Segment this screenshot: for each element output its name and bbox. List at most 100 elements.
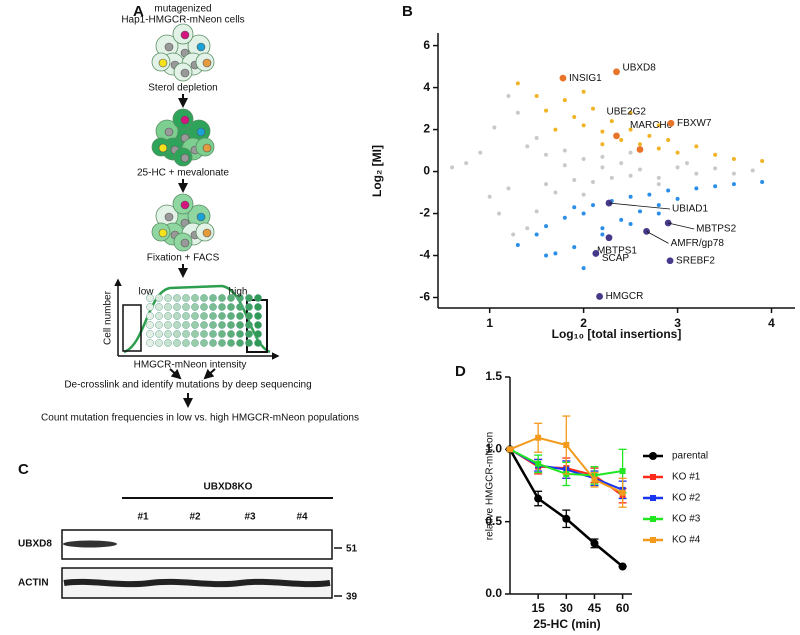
point (535, 460, 542, 467)
cell-dot (200, 339, 208, 347)
cell-dot (173, 339, 181, 347)
cell-dot (146, 330, 154, 338)
point (544, 182, 549, 187)
blot-band (63, 540, 117, 548)
cell-dot (209, 330, 217, 338)
cell-dot (236, 321, 244, 329)
gene-label: SREBF2 (676, 255, 715, 266)
cell-dot (155, 339, 163, 347)
row-label: UBXD8 (18, 539, 52, 550)
point (544, 253, 549, 258)
cell-dot (245, 339, 253, 347)
highlight-point (592, 250, 600, 257)
cell-dot (200, 303, 208, 311)
point (572, 177, 577, 182)
gene-label: MARCH6 (630, 120, 673, 131)
nucleus (164, 127, 174, 137)
flow-step: Count mutation frequencies in low vs. hi… (41, 413, 359, 424)
flow-title: mutagenized (154, 4, 211, 15)
cell-dot (236, 330, 244, 338)
point (515, 110, 520, 115)
point (694, 186, 699, 191)
point (684, 161, 689, 166)
gate-label: low (138, 287, 154, 298)
point (600, 165, 605, 170)
point (553, 251, 558, 256)
point (656, 211, 661, 216)
row-label: ACTIN (18, 578, 49, 589)
point (628, 222, 633, 227)
cell-dot (182, 294, 190, 302)
point (535, 434, 542, 441)
gene-label: HMGCR (606, 291, 644, 302)
lane-label: #1 (137, 512, 149, 523)
point (600, 129, 605, 134)
nucleus (158, 228, 168, 238)
highlight-point (596, 293, 603, 300)
panel-letter: A (133, 3, 144, 20)
cell-dot (173, 312, 181, 320)
x-tick-label: 2 (580, 316, 587, 330)
cell-dot (191, 294, 199, 302)
gene-label: FBXW7 (677, 118, 712, 129)
cell-dot (227, 312, 235, 320)
point (628, 110, 633, 115)
point (581, 192, 586, 197)
nucleus (196, 127, 206, 137)
point (497, 211, 502, 216)
cell-dot (227, 339, 235, 347)
gene-label: MBTPS1 (597, 245, 637, 256)
panel-letter: C (18, 461, 29, 478)
nucleus (158, 58, 168, 68)
cell-dot (164, 303, 172, 311)
point (637, 209, 642, 214)
legend-marker (650, 537, 656, 543)
point (628, 173, 633, 178)
point (572, 245, 577, 250)
point (562, 98, 567, 103)
point (590, 539, 599, 548)
panel-letter: B (402, 3, 413, 20)
cell-dot (245, 303, 253, 311)
nucleus (180, 115, 190, 125)
point (647, 192, 652, 197)
highlight-point (643, 227, 650, 235)
nucleus (164, 212, 174, 222)
cell-dot (191, 339, 199, 347)
y-tick-label: 4 (423, 80, 430, 94)
point (637, 142, 642, 147)
point (656, 182, 661, 187)
point (534, 135, 539, 140)
y-tick-label: 2 (423, 122, 430, 136)
point (731, 182, 736, 187)
x-tick-label: 1 (486, 316, 493, 330)
y-tick-label: 1.5 (485, 369, 502, 383)
y-tick-label: 6 (423, 38, 430, 52)
point (581, 156, 586, 161)
point (675, 196, 680, 201)
legend-label: parental (672, 451, 708, 462)
nucleus (202, 143, 212, 153)
point (581, 123, 586, 128)
point (562, 148, 567, 153)
gene-label: INSIG1 (569, 73, 602, 84)
cell-dot (209, 312, 217, 320)
cell-dot (227, 321, 235, 329)
y-tick-label: 0 (423, 164, 430, 178)
point (713, 152, 718, 157)
point (492, 125, 497, 130)
gate-label: high (229, 287, 248, 298)
point (511, 232, 516, 237)
point (572, 114, 577, 119)
point (534, 232, 539, 237)
point (562, 514, 571, 523)
cell-dot (236, 339, 244, 347)
highlight-point (636, 146, 644, 153)
cell-dot (254, 339, 262, 347)
arrow (169, 368, 182, 380)
highlight-point (559, 74, 567, 82)
cell-dot (191, 303, 199, 311)
point (618, 562, 627, 571)
gate-box (122, 304, 142, 352)
cell-dot (245, 330, 253, 338)
